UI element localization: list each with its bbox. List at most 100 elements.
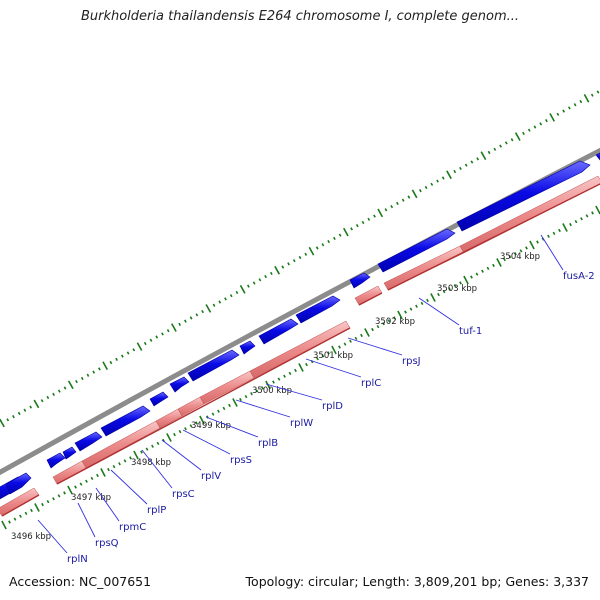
gc-tick-outer bbox=[367, 217, 371, 221]
gc-tick-outer bbox=[418, 189, 422, 193]
gc-tick-outer bbox=[446, 170, 452, 180]
gc-tick-inner bbox=[67, 485, 73, 495]
gc-tick-inner bbox=[514, 252, 517, 256]
gc-tick-inner bbox=[85, 479, 88, 483]
gene-leader-line bbox=[540, 234, 564, 271]
gc-tick-outer bbox=[321, 243, 325, 247]
gc-tick-outer bbox=[459, 166, 462, 170]
gc-tick-inner bbox=[232, 398, 238, 407]
gc-tick-outer bbox=[292, 259, 296, 263]
gene-leader-line bbox=[418, 297, 460, 326]
gene-leader-line bbox=[37, 519, 68, 554]
gene-forward bbox=[62, 446, 77, 460]
gc-tick-outer bbox=[75, 379, 78, 384]
gc-tick-inner bbox=[387, 319, 391, 323]
genes-value: 3,337 bbox=[553, 574, 589, 589]
gc-tick-inner bbox=[277, 377, 281, 381]
gene-forward bbox=[46, 452, 66, 469]
topology-label: Topology: bbox=[245, 574, 305, 589]
gc-tick-outer bbox=[171, 323, 177, 332]
gc-tick-outer bbox=[522, 131, 525, 136]
gc-tick-outer bbox=[155, 335, 159, 339]
gc-tick-outer bbox=[596, 90, 600, 94]
gene-forward bbox=[239, 340, 256, 355]
gc-tick-inner bbox=[305, 362, 308, 367]
gc-tick-inner bbox=[591, 211, 594, 215]
gc-tick-inner bbox=[343, 342, 347, 346]
gc-tick-outer bbox=[476, 157, 480, 161]
gc-tick-outer bbox=[229, 294, 233, 298]
gc-tick-outer bbox=[315, 246, 319, 250]
gene-label: fusA-2 bbox=[563, 271, 595, 282]
gc-tick-outer bbox=[487, 150, 491, 155]
gc-tick-inner bbox=[156, 441, 160, 445]
gene-label: tuf-1 bbox=[459, 326, 482, 337]
gc-tick-inner bbox=[96, 473, 99, 478]
gc-tick-outer bbox=[264, 274, 267, 279]
gc-tick-outer bbox=[573, 103, 577, 107]
gc-tick-outer bbox=[373, 214, 376, 218]
gc-tick-inner bbox=[574, 220, 578, 224]
scale-label: 3501 kbp bbox=[313, 351, 353, 361]
gene-forward bbox=[149, 391, 169, 407]
gc-tick-outer bbox=[453, 169, 457, 174]
gc-tick-inner bbox=[211, 412, 215, 416]
gc-tick-outer bbox=[247, 284, 250, 288]
gc-tick-outer bbox=[195, 313, 199, 317]
gc-tick-inner bbox=[459, 281, 462, 285]
gc-tick-outer bbox=[384, 208, 388, 212]
gc-tick-inner bbox=[409, 307, 413, 311]
map-title: Burkholderia thailandensis E264 chromoso… bbox=[80, 9, 520, 24]
gc-tick-outer bbox=[86, 373, 90, 377]
gene-label: rplN bbox=[67, 554, 88, 565]
gene-label: rplW bbox=[290, 418, 313, 429]
gc-tick-inner bbox=[228, 403, 231, 408]
gc-tick-outer bbox=[274, 265, 280, 275]
gc-tick-outer bbox=[350, 227, 353, 231]
gc-tick-outer bbox=[287, 262, 290, 266]
gc-tick-inner bbox=[30, 508, 33, 513]
gc-tick-outer bbox=[464, 163, 468, 167]
gene-label: rplP bbox=[147, 505, 166, 516]
gc-tick-inner bbox=[173, 432, 176, 437]
gc-tick-outer bbox=[510, 138, 514, 142]
gc-tick-inner bbox=[250, 392, 253, 396]
genome-stats: Topology: circular; Length: 3,809,201 bp… bbox=[245, 574, 589, 589]
gc-tick-inner bbox=[34, 503, 40, 512]
gc-tick-inner bbox=[255, 389, 259, 393]
gc-tick-inner bbox=[552, 231, 556, 235]
gc-tick-inner bbox=[448, 287, 451, 291]
gene-forward bbox=[456, 160, 591, 232]
gene-leader-line bbox=[205, 416, 259, 438]
gc-tick-inner bbox=[404, 310, 407, 314]
gc-tick-outer bbox=[583, 94, 590, 103]
gc-tick-outer bbox=[527, 128, 531, 132]
gc-tick-outer bbox=[269, 271, 273, 275]
gc-tick-outer bbox=[499, 144, 502, 148]
gc-tick-outer bbox=[308, 246, 315, 256]
length-label: Length: bbox=[362, 574, 410, 589]
genes-label: Genes: bbox=[505, 574, 550, 589]
gc-tick-inner bbox=[1, 520, 7, 530]
gene-reverse bbox=[459, 175, 600, 254]
gc-tick-inner bbox=[189, 424, 193, 428]
gc-tick-outer bbox=[407, 195, 411, 199]
gc-tick-inner bbox=[13, 517, 17, 521]
gc-tick-outer bbox=[281, 265, 285, 269]
reverse-gene-shadow bbox=[1, 183, 600, 517]
gc-tick-inner bbox=[338, 345, 341, 349]
gc-tick-inner bbox=[442, 290, 446, 294]
gc-tick-outer bbox=[361, 220, 365, 225]
accession-label: Accession: bbox=[9, 574, 76, 589]
gc-tick-inner bbox=[475, 272, 479, 276]
gene-leader-line bbox=[182, 429, 231, 455]
gc-tick-inner bbox=[382, 322, 385, 326]
gc-tick-outer bbox=[120, 354, 124, 358]
gc-tick-outer bbox=[533, 125, 537, 129]
gc-tick-outer bbox=[567, 106, 571, 110]
accession-info: Accession: NC_007651 bbox=[9, 574, 151, 589]
gc-tick-inner bbox=[376, 325, 380, 329]
gc-tick-inner bbox=[519, 249, 523, 253]
gc-tick-inner bbox=[19, 514, 22, 518]
